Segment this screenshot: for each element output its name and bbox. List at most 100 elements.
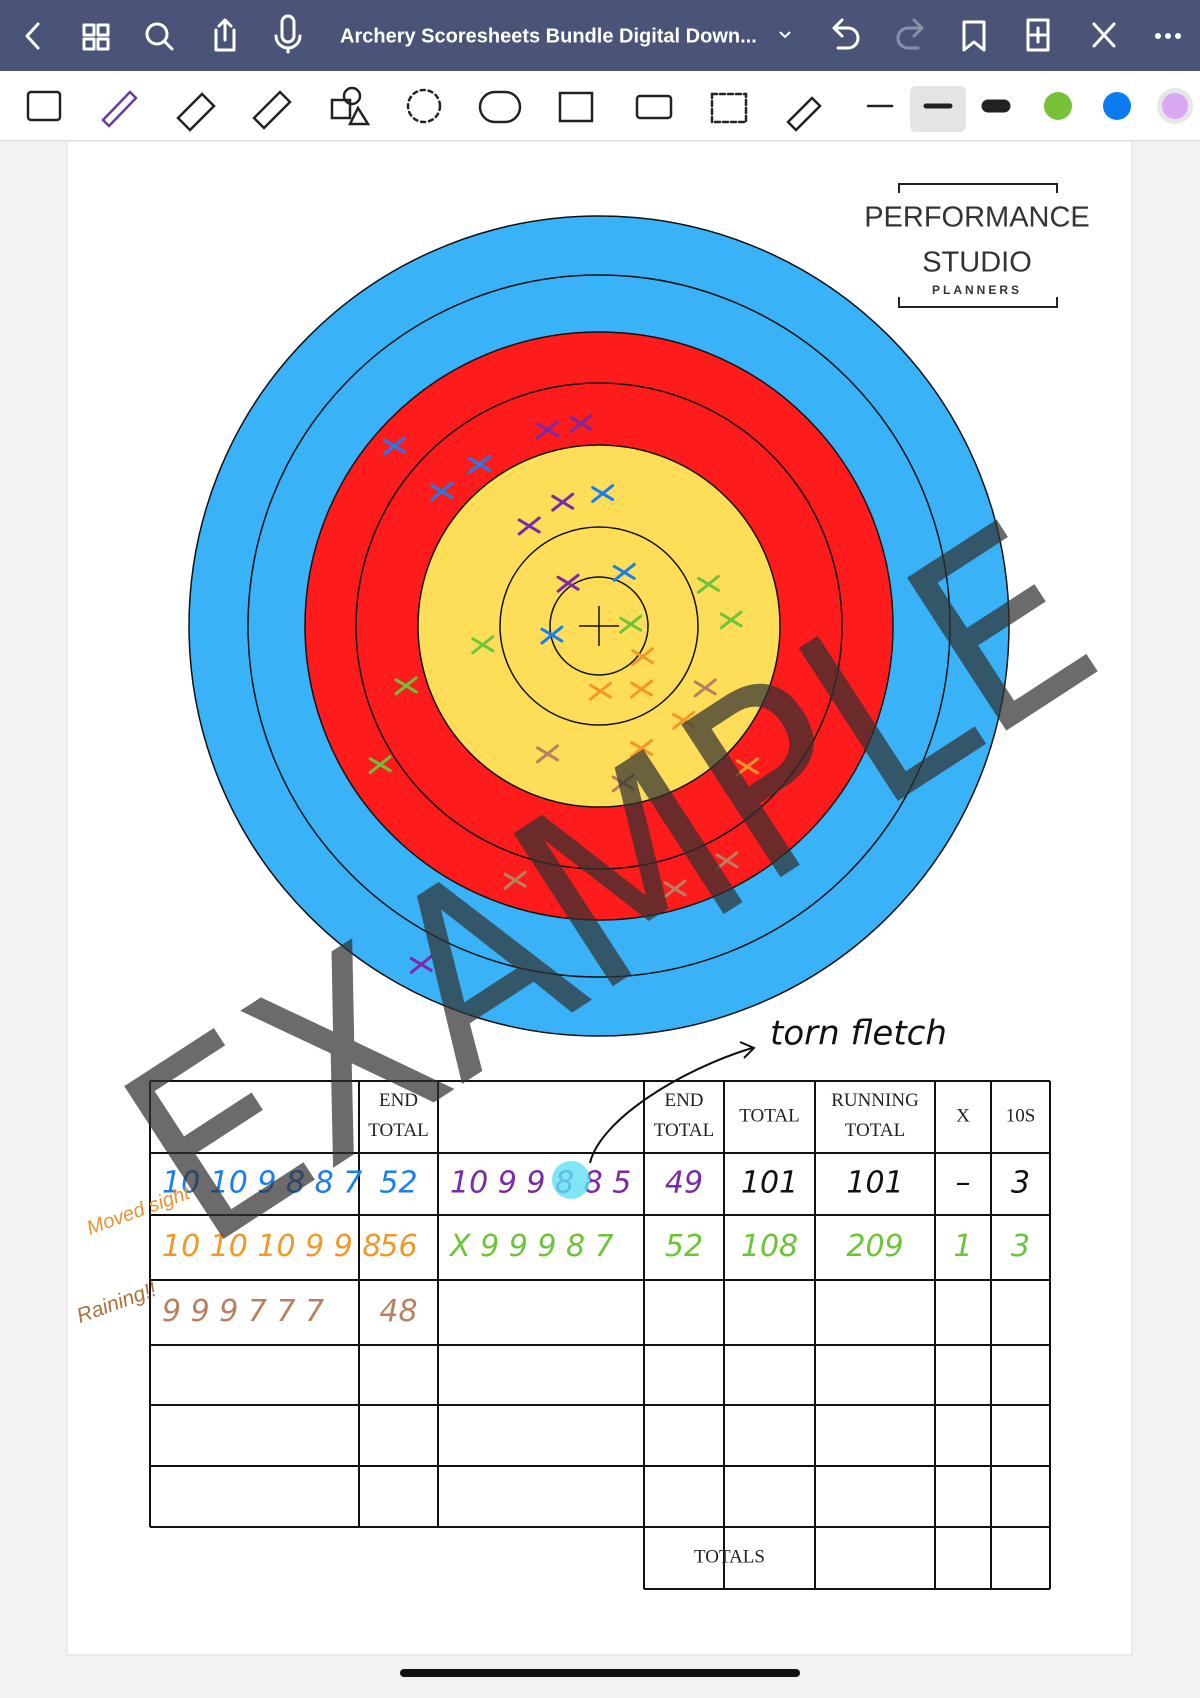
arrow-hit	[696, 574, 720, 594]
top-bar	[0, 0, 1200, 71]
ring-line	[499, 526, 699, 726]
arrow-hit	[630, 738, 654, 758]
logo-text: PERFORMANCE	[864, 202, 1090, 234]
tool-bar	[0, 71, 1200, 141]
sticker-tool[interactable]	[478, 90, 522, 124]
arrow-hit	[382, 436, 406, 456]
grid-button[interactable]	[82, 23, 110, 51]
column-header: END TOTAL	[654, 1090, 714, 1141]
ring-line	[247, 274, 951, 978]
arrow-hit	[569, 413, 593, 433]
score-cell: 9 9 9 7 7 7	[162, 1294, 324, 1329]
pen-tool[interactable]	[101, 90, 138, 128]
lasso-tool[interactable]	[406, 88, 442, 124]
search-button[interactable]	[145, 22, 174, 51]
arrow-hit	[612, 562, 636, 582]
arrow-hit	[430, 481, 454, 501]
score-cell: 3	[1011, 1229, 1030, 1264]
score-cell: 48	[379, 1294, 417, 1329]
center-cross	[579, 606, 619, 646]
arrow-hit	[536, 744, 560, 764]
more-button[interactable]	[1155, 33, 1181, 39]
logo-text: PLANNERS	[932, 283, 1022, 297]
image-tool[interactable]	[558, 91, 594, 123]
add-page-button[interactable]	[1026, 18, 1050, 52]
score-cell: 10 10 9 8 8 7	[162, 1166, 362, 1201]
document-title[interactable]: Archery Scoresheets Bundle Digital Down.…	[340, 25, 757, 47]
shape-tool[interactable]	[330, 86, 371, 126]
score-cell: 108	[741, 1229, 798, 1264]
title-dropdown[interactable]	[779, 31, 791, 39]
column-header: TOTAL	[739, 1105, 799, 1126]
highlighter-tool[interactable]	[252, 90, 292, 130]
column-header: RUNNING TOTAL	[831, 1090, 919, 1141]
score-cell: 10 10 10 9 9 8	[162, 1229, 381, 1264]
arrow-hit	[409, 954, 433, 974]
score-cell: 52	[379, 1166, 417, 1201]
back-button[interactable]	[25, 22, 40, 50]
color-purple	[1162, 93, 1188, 119]
annotation: torn fletch	[770, 1014, 947, 1054]
arrow-hit	[619, 614, 643, 634]
home-indicator	[400, 1669, 800, 1677]
arrow-hit	[471, 635, 495, 655]
arrow-hit	[368, 755, 392, 775]
annotation-arrow	[589, 1041, 756, 1164]
arrow-hit	[672, 710, 696, 730]
undo-button[interactable]	[832, 18, 860, 50]
color-blue[interactable]	[1103, 92, 1131, 120]
column-header: X	[956, 1105, 970, 1126]
score-cell: –	[956, 1166, 971, 1201]
target	[188, 215, 1010, 1037]
arrow-hit	[591, 484, 615, 504]
logo-frame	[898, 183, 1058, 308]
score-cell: 52	[665, 1229, 703, 1264]
arrow-hit	[588, 681, 612, 701]
logo: PERFORMANCE STUDIO PLANNERS	[864, 183, 1090, 308]
score-cell: X 9 9 9 8 7	[448, 1229, 614, 1264]
arrow-hit	[503, 870, 527, 890]
eraser-tool[interactable]	[176, 92, 216, 132]
logo-text: STUDIO	[922, 247, 1032, 279]
arrow-hits	[368, 413, 759, 974]
arrow-hit	[556, 573, 580, 593]
color-green[interactable]	[1044, 92, 1072, 120]
arrow-hit	[517, 516, 541, 536]
arrow-hit	[663, 879, 687, 899]
stroke-medium-selected[interactable]	[910, 86, 966, 132]
score-cell: 10 9 9 8 8 5	[450, 1166, 631, 1201]
score-cells: END TOTAL END TOTAL TOTAL RUNNING TOTAL X 10S 10 …	[162, 1090, 1035, 1567]
score-cell: 209	[846, 1229, 903, 1264]
zoom-tool[interactable]	[26, 90, 62, 122]
column-header: 10S	[1006, 1105, 1036, 1126]
ring-line	[549, 576, 649, 676]
score-cell: 1	[953, 1229, 972, 1264]
arrow-hit	[735, 757, 759, 777]
close-button[interactable]	[1092, 22, 1116, 48]
arrow-hit	[631, 647, 655, 667]
text-tool[interactable]	[710, 92, 748, 124]
share-button[interactable]	[214, 18, 236, 52]
arrow-hit	[719, 610, 743, 630]
totals-label: TOTALS	[694, 1546, 765, 1567]
laser-tool[interactable]	[786, 96, 822, 132]
arrow-hit	[468, 454, 492, 474]
score-cell: 49	[665, 1166, 703, 1201]
bookmark-button[interactable]	[962, 20, 986, 52]
redo-button[interactable]	[896, 18, 924, 50]
column-header: END TOTAL	[368, 1090, 428, 1141]
arrow-hit	[693, 678, 717, 698]
arrow-hit	[394, 676, 418, 696]
score-cell: 101	[741, 1166, 798, 1201]
ring-line	[355, 382, 843, 870]
keyboard-tool[interactable]	[635, 94, 673, 120]
score-cell: 56	[379, 1229, 417, 1264]
arrow-hit	[715, 851, 739, 871]
score-table	[149, 1080, 1051, 1590]
mic-button[interactable]	[274, 14, 302, 54]
arrow-hit	[540, 625, 564, 645]
score-cell: 3	[1011, 1166, 1030, 1201]
score-cell: 101	[846, 1166, 903, 1201]
